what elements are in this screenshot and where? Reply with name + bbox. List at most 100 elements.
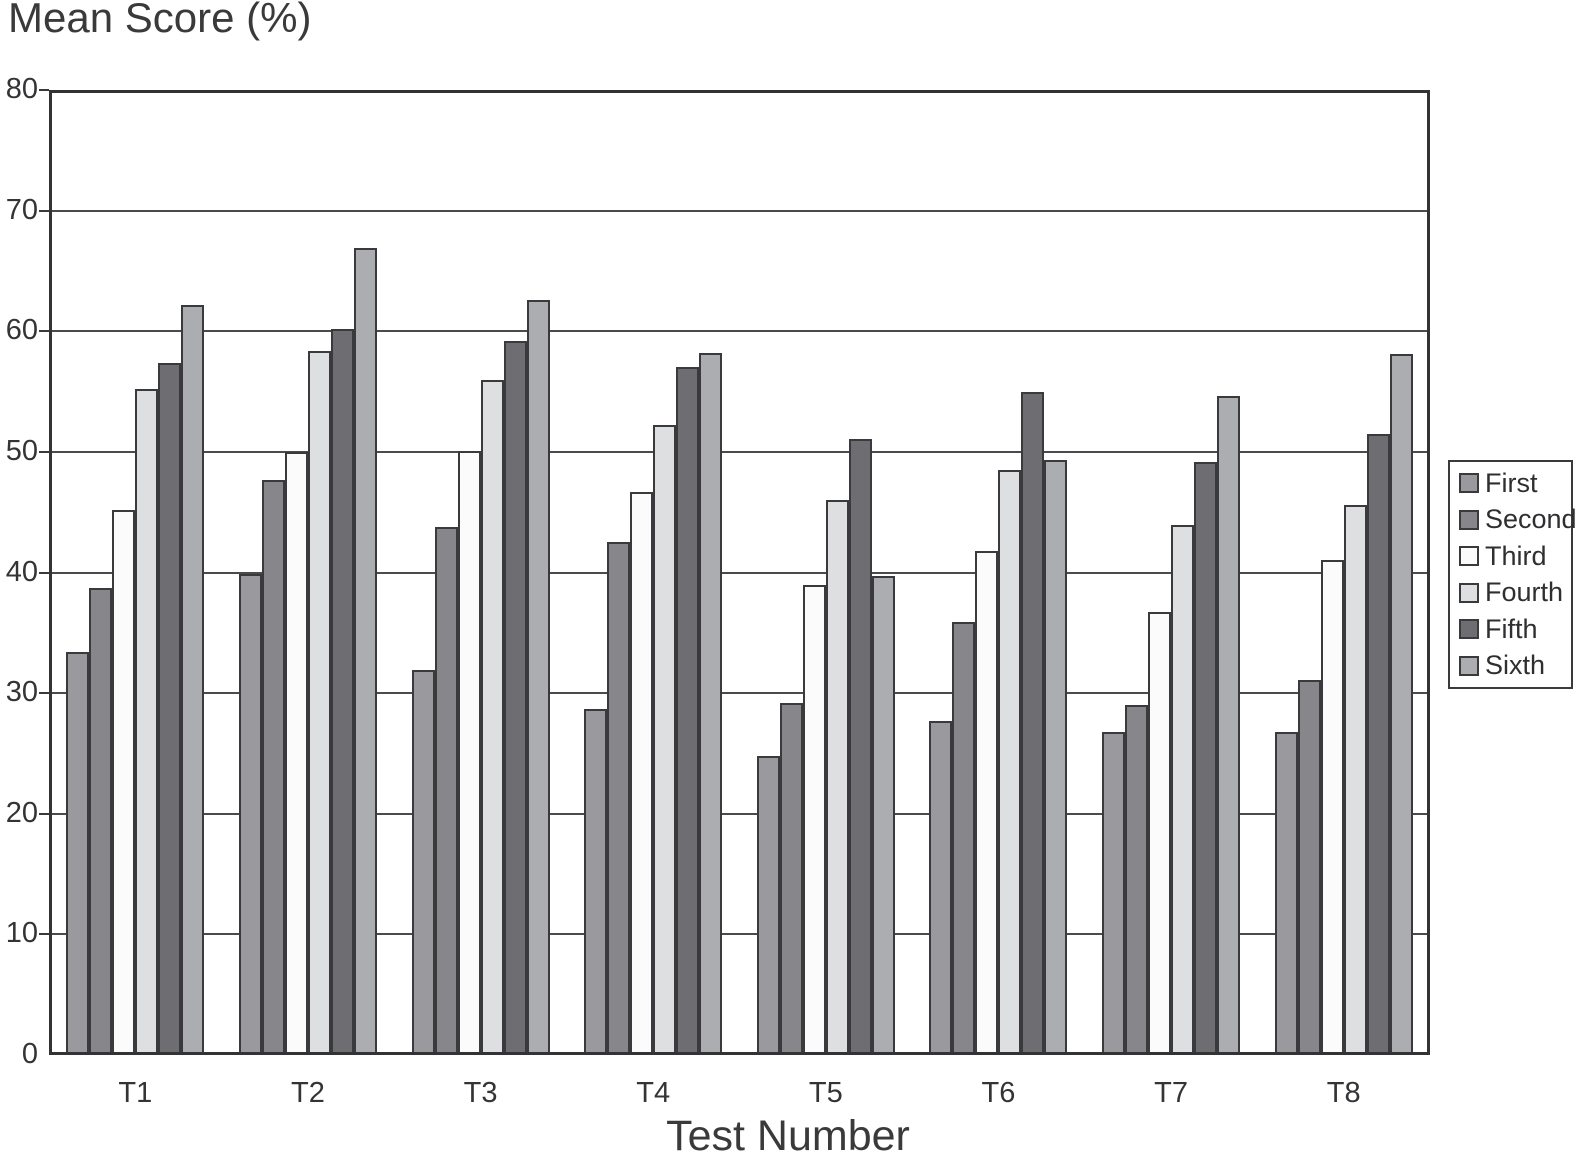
bar-T3-fourth xyxy=(480,379,504,1055)
bar-T5-first xyxy=(756,755,780,1055)
x-tick-label-T1: T1 xyxy=(118,1077,153,1109)
bar-T1-second xyxy=(89,588,113,1055)
y-tick-label-0: 0 xyxy=(21,1038,38,1070)
bar-T2-fifth xyxy=(330,328,354,1055)
legend-item-sixth: Sixth xyxy=(1459,650,1571,681)
legend-item-third: Third xyxy=(1459,541,1571,572)
legend-label: Fifth xyxy=(1485,613,1538,644)
bar-T7-sixth xyxy=(1217,396,1241,1055)
bar-T3-first xyxy=(411,670,435,1055)
legend-swatch-icon xyxy=(1459,509,1479,530)
legend-item-fourth: Fourth xyxy=(1459,577,1571,608)
bar-T6-third xyxy=(975,550,999,1055)
bar-T6-first xyxy=(929,720,953,1055)
legend-swatch-icon xyxy=(1459,619,1479,640)
x-tick-label-T8: T8 xyxy=(1326,1077,1361,1109)
bar-T8-second xyxy=(1297,679,1321,1055)
bar-T7-first xyxy=(1102,731,1126,1055)
legend-label: First xyxy=(1485,467,1538,498)
bar-T4-fifth xyxy=(676,367,700,1055)
bar-T4-sixth xyxy=(699,352,723,1055)
gridline-40 xyxy=(49,571,1430,574)
bar-T5-sixth xyxy=(871,576,895,1055)
y-tick-20 xyxy=(39,812,49,815)
bar-T5-fourth xyxy=(825,500,849,1055)
bar-T1-first xyxy=(66,652,90,1055)
y-tick-80 xyxy=(39,89,49,91)
y-tick-10 xyxy=(39,933,49,936)
bar-T3-sixth xyxy=(526,299,550,1055)
y-tick-label-80: 80 xyxy=(5,73,38,105)
bar-T8-fourth xyxy=(1343,504,1367,1055)
legend-label: Fourth xyxy=(1485,577,1564,608)
y-tick-label-40: 40 xyxy=(5,555,38,588)
bar-T6-sixth xyxy=(1044,460,1068,1055)
bar-T6-second xyxy=(952,621,976,1055)
legend-swatch-icon xyxy=(1459,546,1479,567)
x-tick-label-T5: T5 xyxy=(808,1077,843,1109)
bar-T8-sixth xyxy=(1389,354,1413,1055)
legend-label: Second xyxy=(1485,504,1576,535)
legend-swatch-icon xyxy=(1459,582,1479,603)
bar-T5-fifth xyxy=(848,438,872,1055)
y-tick-label-50: 50 xyxy=(5,434,38,467)
gridline-70 xyxy=(49,209,1430,212)
bar-T6-fourth xyxy=(998,469,1022,1055)
bar-T3-second xyxy=(434,526,458,1055)
gridline-30 xyxy=(49,692,1430,695)
y-tick-70 xyxy=(39,209,49,212)
bar-T3-fifth xyxy=(503,340,527,1055)
gridline-10 xyxy=(49,933,1430,936)
y-tick-label-10: 10 xyxy=(5,917,38,950)
y-tick-50 xyxy=(39,450,49,453)
y-tick-40 xyxy=(39,571,49,574)
bar-T2-second xyxy=(261,479,285,1055)
bar-T8-fifth xyxy=(1366,433,1390,1055)
bar-T1-fourth xyxy=(135,389,159,1055)
bar-T4-first xyxy=(584,708,608,1055)
bar-T5-third xyxy=(802,584,826,1055)
legend-item-fifth: Fifth xyxy=(1459,614,1571,645)
bar-T2-third xyxy=(284,451,308,1055)
gridline-50 xyxy=(49,450,1430,453)
x-tick-label-T4: T4 xyxy=(636,1077,671,1109)
bar-T5-second xyxy=(779,702,803,1055)
x-tick-label-T3: T3 xyxy=(463,1077,498,1109)
y-tick-60 xyxy=(39,330,49,333)
legend: First Second Third Fourth Fifth Sixth xyxy=(1448,460,1576,689)
x-tick-label-T7: T7 xyxy=(1154,1077,1188,1109)
x-tick-label-T6: T6 xyxy=(981,1077,1016,1109)
legend-swatch-icon xyxy=(1459,655,1479,676)
y-tick-label-60: 60 xyxy=(5,314,38,347)
bar-T4-second xyxy=(607,542,631,1055)
legend-label: Sixth xyxy=(1485,650,1546,681)
x-axis-title: Test Number xyxy=(666,1112,910,1160)
bar-T2-fourth xyxy=(307,350,331,1055)
bar-T7-third xyxy=(1148,612,1172,1055)
bar-T6-fifth xyxy=(1021,391,1045,1055)
y-tick-label-30: 30 xyxy=(5,676,38,709)
y-tick-label-20: 20 xyxy=(5,796,38,829)
bar-T7-fifth xyxy=(1194,461,1218,1055)
bar-T7-second xyxy=(1125,705,1149,1055)
gridline-60 xyxy=(49,330,1430,333)
bar-T7-fourth xyxy=(1171,525,1195,1055)
legend-label: Third xyxy=(1485,540,1547,571)
bar-T1-fifth xyxy=(158,362,182,1055)
x-tick-label-T2: T2 xyxy=(291,1077,325,1109)
y-tick-30 xyxy=(39,692,49,695)
bar-T4-third xyxy=(630,491,654,1055)
gridline-20 xyxy=(49,812,1430,815)
y-tick-label-70: 70 xyxy=(5,193,38,226)
legend-item-first: First xyxy=(1459,468,1571,499)
legend-item-second: Second xyxy=(1459,504,1576,535)
bar-T3-third xyxy=(457,450,481,1055)
bar-T1-third xyxy=(112,509,136,1055)
bar-T8-first xyxy=(1274,731,1298,1055)
bar-T4-fourth xyxy=(653,425,677,1055)
bar-T2-sixth xyxy=(353,248,377,1055)
bar-T1-sixth xyxy=(181,304,205,1055)
